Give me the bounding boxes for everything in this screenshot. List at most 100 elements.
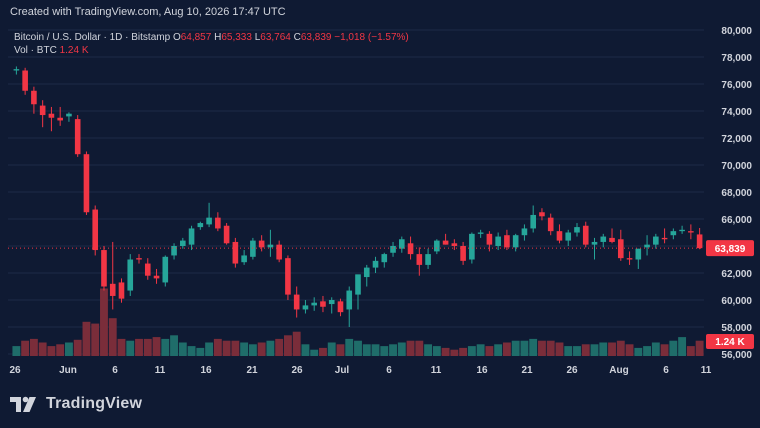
volume-bar (283, 335, 292, 356)
candle-body (398, 239, 405, 249)
volume-bar (196, 347, 205, 356)
volume-bar (161, 338, 170, 356)
time-tick-label: 26 (291, 365, 303, 376)
candle-body (556, 231, 563, 241)
candle-body (320, 301, 326, 307)
candle-body (609, 237, 615, 242)
volume-bar (135, 338, 143, 356)
created-caption: Created with TradingView.com, Aug 10, 20… (10, 6, 286, 18)
current-volume-badge (706, 334, 754, 349)
candle-body (521, 228, 528, 236)
volume-bar (485, 346, 494, 356)
volume-bar (12, 346, 21, 356)
candle-body (311, 302, 318, 306)
volume-bar (266, 340, 275, 356)
volume-bar (555, 342, 564, 356)
candle-body (162, 256, 169, 283)
price-axis: 80,000 78,000 76,000 74,000 72,000 70,000 68,0… (721, 26, 752, 361)
candle-body (372, 260, 379, 268)
candle-body (442, 240, 449, 245)
low-label: L (254, 32, 261, 43)
candle-body (144, 263, 151, 276)
volume-bar (371, 344, 380, 356)
current-price-badge-label: 63,839 (715, 244, 746, 255)
candle-body (635, 248, 642, 260)
volume-bar (415, 340, 424, 356)
candle-body (591, 241, 598, 245)
candle-body (381, 254, 388, 263)
volume-bar (450, 349, 459, 356)
price-tick-label: 80,000 (721, 26, 752, 37)
candle-body (469, 233, 475, 260)
volume-bar (336, 344, 345, 356)
volume-bar (21, 340, 30, 356)
candle-body (180, 240, 186, 246)
high-value: 65,333 (221, 32, 252, 43)
volume-bar (564, 346, 573, 356)
candle-body (101, 250, 107, 287)
volume-bar (91, 323, 100, 356)
volume-bar (275, 338, 284, 356)
tradingview-logo-icon (10, 396, 36, 412)
volume-bar (397, 342, 406, 356)
candle-body (547, 217, 554, 232)
volume-bar (529, 338, 538, 356)
time-tick-label: 6 (663, 365, 669, 376)
current-volume-badge-label: 1.24 K (715, 337, 745, 348)
price-tick-label: 72,000 (721, 134, 752, 145)
candle-body (617, 239, 624, 259)
volume-bar (625, 344, 634, 356)
price-tick-label: 66,000 (721, 215, 752, 226)
volume-bar (546, 340, 555, 356)
candle-body (661, 237, 668, 240)
candle-body (679, 229, 685, 232)
volume-bar (380, 346, 389, 356)
volume-bar (678, 337, 687, 356)
candle-body (460, 246, 466, 261)
time-tick-label: 11 (155, 365, 166, 376)
time-tick-label: 26 (566, 365, 578, 376)
candle-body (66, 113, 72, 117)
candle-body (644, 244, 650, 248)
volume-bar (319, 347, 327, 356)
current-price-badge (706, 240, 754, 257)
candle-body (688, 231, 694, 233)
volume-label: Vol · BTC (14, 45, 57, 56)
volume-bar (47, 346, 56, 356)
axis-badges: 63,839 1.24 K (706, 240, 754, 349)
volume-bar (573, 346, 581, 356)
volume-bar (511, 340, 520, 356)
volume-bar (494, 344, 503, 356)
time-tick-label: 11 (431, 365, 442, 376)
candle-body (39, 105, 46, 116)
candle-body (74, 119, 81, 155)
candle-body (539, 212, 545, 217)
candle-body (653, 236, 659, 245)
time-tick-label: 21 (521, 365, 533, 376)
candle-body (206, 217, 212, 225)
candle-body (477, 232, 484, 234)
volume-bar (389, 344, 397, 356)
volume-bar (441, 347, 450, 356)
candle-body (355, 274, 361, 295)
volume-bar (354, 340, 362, 356)
volume-bar (231, 340, 240, 356)
volume-bar (467, 346, 476, 356)
candle-body (600, 236, 607, 242)
volume-bar (257, 342, 266, 356)
volume-bar (345, 338, 354, 356)
candle-body (276, 244, 282, 260)
volume-bar (108, 318, 117, 356)
candle-body (504, 235, 510, 248)
volume-bar (590, 344, 599, 356)
volume-bar (187, 346, 196, 356)
candle-body (337, 301, 344, 313)
candle-body (328, 300, 335, 305)
candle-body (390, 246, 396, 253)
candle-body (486, 233, 493, 245)
volume-bar (669, 340, 678, 356)
volume-bar (608, 342, 616, 356)
time-tick-label: 6 (386, 365, 392, 376)
volume-bar (502, 342, 511, 356)
